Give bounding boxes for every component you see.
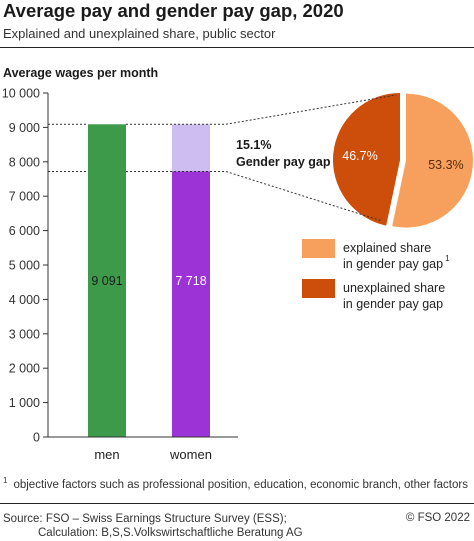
source-note: Source: FSO – Swiss Earnings Structure S…	[3, 512, 303, 540]
legend-label-line1: unexplained share	[343, 281, 445, 295]
header-divider	[0, 47, 474, 48]
y-tick-label: 10 000	[2, 87, 40, 101]
y-tick-label: 2 000	[9, 362, 40, 376]
y-tick-label: 7 000	[9, 190, 40, 204]
legend-footnote-marker: 1	[445, 254, 450, 263]
copyright: © FSO 2022	[405, 512, 470, 524]
bar-value-label: 7 718	[175, 274, 206, 288]
footnote: 1 objective factors such as professional …	[3, 476, 468, 491]
y-tick-label: 4 000	[9, 293, 40, 307]
chart-subtitle: Explained and unexplained share, public …	[3, 26, 276, 41]
y-tick-label: 6 000	[9, 224, 40, 238]
pie-value-label: 46.7%	[342, 149, 377, 163]
y-axis-title: Average wages per month	[3, 66, 159, 80]
y-tick-label: 5 000	[9, 259, 40, 273]
source-line-1: Source: FSO – Swiss Earnings Structure S…	[3, 513, 287, 525]
chart-title: Average pay and gender pay gap, 2020	[3, 0, 344, 21]
legend-label-line2: in gender pay gap	[343, 257, 443, 271]
y-tick-label: 1 000	[9, 396, 40, 410]
footer-divider	[0, 503, 474, 504]
footnote-text: objective factors such as professional p…	[13, 478, 468, 491]
pie-slice-explained	[392, 93, 473, 228]
legend-label-line2: in gender pay gap	[343, 297, 443, 311]
legend-label-line1: explained share	[343, 241, 431, 255]
pie-slice-unexplained	[333, 92, 400, 226]
source-line-2: Calculation: B,S,S.Volkswirtschaftliche …	[38, 527, 303, 539]
pie-value-label: 53.3%	[428, 158, 463, 172]
gap-label: Gender pay gap	[236, 155, 331, 169]
y-tick-label: 3 000	[9, 327, 40, 341]
legend-swatch	[302, 279, 335, 298]
chart-canvas: 0 1 000 2 000 3 000 4 000 5 000 6 000 7 000 8 00…	[2, 87, 473, 462]
bar-men	[88, 124, 126, 438]
x-tick-label: women	[169, 447, 212, 462]
y-tick-label: 9 000	[9, 121, 40, 135]
footnote-marker: 1	[3, 476, 8, 485]
x-tick-label: men	[94, 447, 119, 462]
y-tick-label: 8 000	[9, 155, 40, 169]
bar-value-label: 9 091	[91, 274, 122, 288]
y-tick-label: 0	[33, 431, 40, 445]
legend-swatch	[302, 239, 335, 258]
connector-line-top	[225, 94, 397, 125]
gap-percent-label: 15.1%	[236, 138, 271, 152]
bar-women	[172, 171, 210, 437]
connector-line-bottom	[225, 171, 383, 222]
gap-segment	[172, 124, 210, 172]
